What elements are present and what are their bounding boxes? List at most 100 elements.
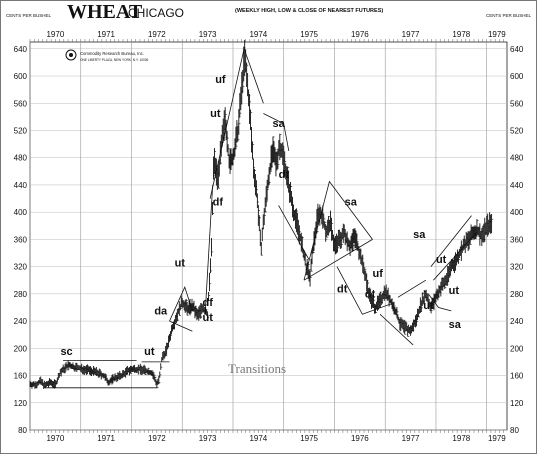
year-label-bottom: 1978 [452,434,470,443]
pattern-label-ut: ut [144,346,155,358]
year-label-bottom: 1970 [46,434,64,443]
pattern-label-ut: ut [436,254,447,266]
y-tick-label-right: 80 [510,426,519,435]
year-label-bottom: 1974 [249,434,267,443]
year-label-top: 1975 [300,30,318,39]
pattern-label-dt: dt [279,169,290,181]
y-tick-label-left: 560 [14,99,28,108]
pattern-label-ut: ut [449,285,460,297]
year-labels: 1970 1970 1971 1971 1972 1972 1973 1973 1974 1974… [46,30,506,443]
watermark-text: Transitions [228,361,286,376]
y-tick-label-right: 120 [510,399,524,408]
pattern-label-uf: uf [373,268,384,280]
pattern-label-ut: ut [203,312,214,324]
year-label-top: 1979 [488,30,506,39]
y-tick-label-right: 520 [510,126,524,135]
units-label-left: CENTS PER BUSHEL [6,13,52,18]
axis-ticks: 80 80 120 120 160 160 200 200 240 240 280 280 320 320… [14,45,524,435]
pattern-label-ut: ut [175,258,186,270]
pattern-line-dt-1976 [336,266,391,315]
crb-logo-icon [65,49,77,61]
year-label-bottom: 1977 [402,434,420,443]
year-label-bottom: 1976 [351,434,369,443]
y-tick-label-left: 600 [14,72,28,81]
pattern-annotations: sc ut da ut df ut ut uf df sa dt sa dt uf dt ut sa ut ut sa [60,74,461,358]
pattern-line-uf-1977 [379,314,414,346]
y-tick-label-left: 160 [14,372,28,381]
year-label-top: 1977 [402,30,420,39]
pattern-label-dt: dt [337,283,348,295]
y-tick-label-right: 360 [510,235,524,244]
pattern-line-big-triangle-lower [303,239,373,281]
year-label-bottom: 1975 [300,434,318,443]
pattern-line-ut-1977 [397,279,427,298]
y-tick-label-right: 600 [510,72,524,81]
y-tick-label-left: 480 [14,154,28,163]
chart-note: (WEEKLY HIGH, LOW & CLOSE OF NEAREST FUT… [235,8,383,14]
y-tick-label-left: 520 [14,126,28,135]
year-label-bottom: 1971 [97,434,115,443]
chart-subtitle: CHICAGO [128,6,184,20]
year-label-top: 1972 [148,30,166,39]
pattern-label-ut: ut [423,300,434,312]
y-tick-label-left: 280 [14,290,28,299]
pattern-line-sa-1974 [263,113,290,151]
y-tick-label-right: 240 [510,317,524,326]
year-label-bottom: 1979 [488,434,506,443]
chart-grid [29,39,508,433]
y-tick-label-right: 200 [510,344,524,353]
pattern-label-sa: sa [273,118,286,130]
publisher-logo: Commodity Research Bureau, Inc. ONE LIBE… [65,49,149,62]
chart-title: WHEAT [67,1,143,23]
y-tick-label-left: 320 [14,263,28,272]
y-tick-label-right: 160 [510,372,524,381]
y-tick-label-right: 640 [510,45,524,54]
pattern-line-sa-1978 [427,293,452,312]
units-label-right: CENTS PER BUSHEL [486,13,532,18]
year-label-bottom: 1973 [199,434,217,443]
year-label-top: 1978 [452,30,470,39]
pattern-line-df-line [204,184,214,315]
pattern-line-dt-1975 [278,205,310,260]
y-tick-label-left: 440 [14,181,28,190]
pattern-label-uf: uf [215,74,226,86]
pattern-line-da-triangle-upper [169,285,193,322]
y-tick-label-right: 560 [510,99,524,108]
y-tick-label-right: 280 [510,290,524,299]
year-label-bottom: 1972 [148,434,166,443]
pattern-label-ut: ut [210,108,221,120]
year-label-top: 1971 [97,30,115,39]
publisher-address: ONE LIBERTY PLAZA, NEW YORK, N.Y. 10006 [80,58,149,62]
pattern-line-up-channel-1978 [430,215,472,267]
publisher-name: Commodity Research Bureau, Inc. [80,51,144,56]
crb-logo-dot [69,53,73,57]
y-tick-label-left: 640 [14,45,28,54]
year-label-top: 1973 [199,30,217,39]
pattern-label-sa: sa [413,229,426,241]
y-tick-label-right: 480 [510,154,524,163]
y-tick-label-left: 120 [14,399,28,408]
pattern-label-df: df [203,297,214,309]
year-label-top: 1976 [351,30,369,39]
y-tick-label-left: 80 [18,426,27,435]
y-tick-label-left: 240 [14,317,28,326]
y-tick-label-right: 440 [510,181,524,190]
pattern-label-da: da [154,305,168,317]
y-tick-label-left: 360 [14,235,28,244]
pattern-label-df: df [213,196,224,208]
year-label-top: 1974 [249,30,267,39]
y-tick-label-right: 400 [510,208,524,217]
pattern-label-dt: dt [365,288,376,300]
pattern-line-up-channel-1978-lower [433,232,477,281]
pattern-lines [45,48,477,389]
pattern-line-uf-wedge-right [243,48,264,104]
pattern-label-sa: sa [449,319,462,331]
y-tick-label-right: 320 [510,263,524,272]
pattern-line-da-triangle-lower [169,320,193,332]
pattern-line-uf-wedge-left [209,48,245,199]
year-label-top: 1970 [46,30,64,39]
pattern-label-sc: sc [60,346,72,358]
y-tick-label-left: 400 [14,208,28,217]
price-bars [29,39,494,389]
